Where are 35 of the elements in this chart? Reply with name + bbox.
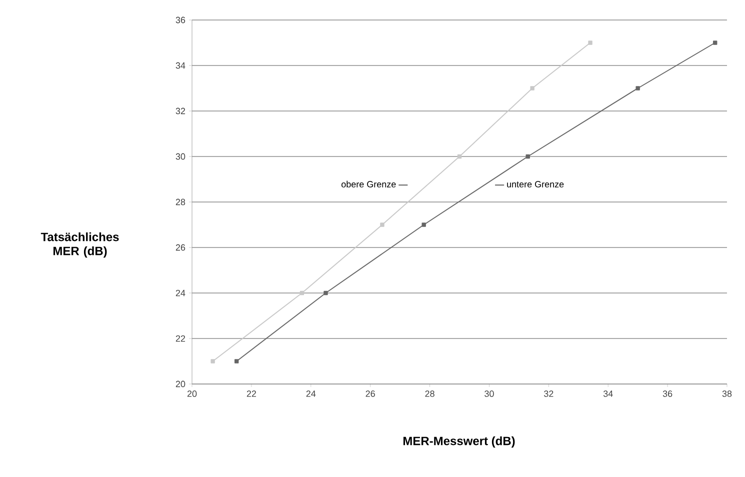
point: [234, 359, 239, 364]
x-tick-label: 20: [187, 390, 197, 397]
y-tick-label: 28: [176, 198, 186, 206]
point: [713, 40, 718, 45]
x-tick-label: 30: [484, 390, 494, 397]
point: [530, 86, 534, 90]
point: [324, 290, 328, 296]
y-tick-label: 20: [176, 380, 186, 388]
point: [422, 222, 426, 227]
x-tick-label: 38: [722, 390, 732, 397]
point: [380, 222, 384, 227]
point: [526, 154, 530, 159]
point: [636, 86, 640, 90]
point: [457, 154, 462, 159]
x-axis-title: MER-Messwert (dB): [403, 436, 515, 448]
point: [588, 40, 592, 45]
x-tick-label: 32: [544, 390, 554, 397]
x-tick-label: 28: [425, 390, 434, 397]
y-tick-label: 34: [176, 62, 186, 69]
x-tick-label: 22: [246, 390, 256, 397]
y-tick-label: 26: [176, 244, 186, 251]
point: [300, 290, 304, 296]
series-label: — untere Grenze: [495, 181, 564, 188]
y-axis-title: Tatsächliches MER (dB): [40, 232, 119, 258]
x-tick-label: 26: [366, 390, 375, 397]
y-tick-label: 36: [176, 16, 186, 24]
series-label: obere Grenze —: [342, 180, 408, 188]
x-tick-label: 36: [662, 390, 672, 397]
point: [210, 359, 215, 364]
y-tick-label: 32: [176, 108, 186, 114]
y-tick-label: 22: [176, 335, 186, 342]
y-tick-label: 30: [176, 153, 186, 160]
x-tick-label: 34: [603, 390, 613, 397]
y-tick-label: 24: [176, 290, 186, 296]
x-tick-label: 24: [306, 390, 316, 397]
